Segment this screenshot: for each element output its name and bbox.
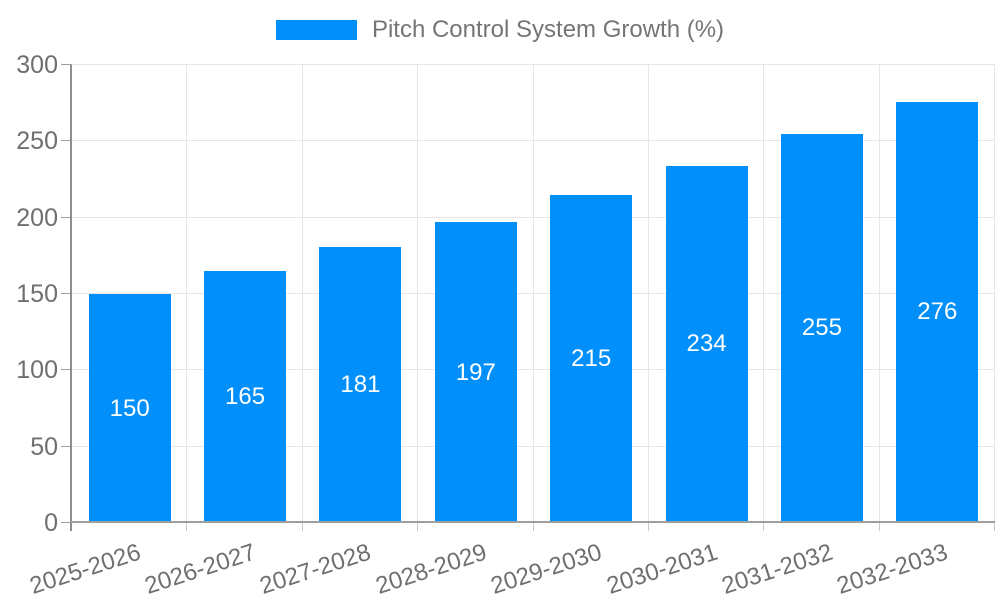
y-tick-label: 200 bbox=[16, 203, 58, 232]
y-axis-tick bbox=[61, 369, 72, 371]
y-tick-label: 150 bbox=[16, 280, 58, 308]
y-axis-tick bbox=[61, 64, 72, 65]
y-tick-label: 100 bbox=[16, 356, 58, 385]
x-axis-tick bbox=[301, 523, 303, 531]
y-tick-label: 0 bbox=[44, 509, 58, 537]
x-axis-tick bbox=[994, 523, 995, 531]
x-axis-line bbox=[70, 521, 995, 523]
y-axis-tick bbox=[61, 216, 72, 218]
bar[interactable] bbox=[204, 271, 287, 522]
bar-chart: Pitch Control System Growth (%) 0 50 100 15… bbox=[0, 16, 1000, 600]
gridline-vertical bbox=[532, 65, 534, 523]
bar[interactable] bbox=[319, 246, 402, 522]
x-axis-tick bbox=[186, 523, 188, 531]
x-axis-tick bbox=[532, 523, 534, 531]
x-axis-tick bbox=[647, 523, 649, 531]
gridline-vertical bbox=[186, 65, 188, 523]
y-tick-label: 300 bbox=[16, 51, 58, 79]
y-tick-label: 250 bbox=[16, 127, 58, 156]
gridline-horizontal bbox=[72, 216, 995, 218]
bar[interactable] bbox=[434, 222, 517, 522]
legend-label: Pitch Control System Growth (%) bbox=[371, 16, 725, 43]
y-axis-tick bbox=[61, 140, 72, 142]
gridline-vertical bbox=[878, 65, 880, 523]
gridline-horizontal bbox=[72, 140, 995, 142]
gridline-vertical bbox=[301, 65, 303, 523]
y-axis-tick bbox=[61, 293, 72, 294]
y-tick-label: 50 bbox=[30, 432, 58, 461]
gridline-vertical bbox=[763, 65, 765, 523]
gridline-horizontal bbox=[72, 369, 995, 371]
bar[interactable] bbox=[896, 101, 979, 522]
x-axis-tick bbox=[878, 523, 880, 531]
bar[interactable] bbox=[780, 133, 863, 522]
gridline-horizontal bbox=[72, 64, 995, 65]
y-axis-line bbox=[70, 65, 72, 531]
legend-swatch bbox=[275, 20, 357, 40]
y-axis-tick bbox=[61, 522, 72, 523]
gridline-horizontal bbox=[72, 445, 995, 447]
legend[interactable]: Pitch Control System Growth (%) bbox=[0, 17, 1000, 43]
gridline-vertical bbox=[994, 65, 995, 523]
gridline-horizontal bbox=[72, 293, 995, 294]
bar[interactable] bbox=[88, 294, 171, 522]
bar[interactable] bbox=[665, 165, 748, 522]
y-axis-tick bbox=[61, 445, 72, 447]
gridline-vertical bbox=[647, 65, 649, 523]
x-axis-tick bbox=[417, 523, 419, 531]
x-axis-tick bbox=[763, 523, 765, 531]
bar[interactable] bbox=[550, 194, 633, 522]
gridline-vertical bbox=[417, 65, 419, 523]
